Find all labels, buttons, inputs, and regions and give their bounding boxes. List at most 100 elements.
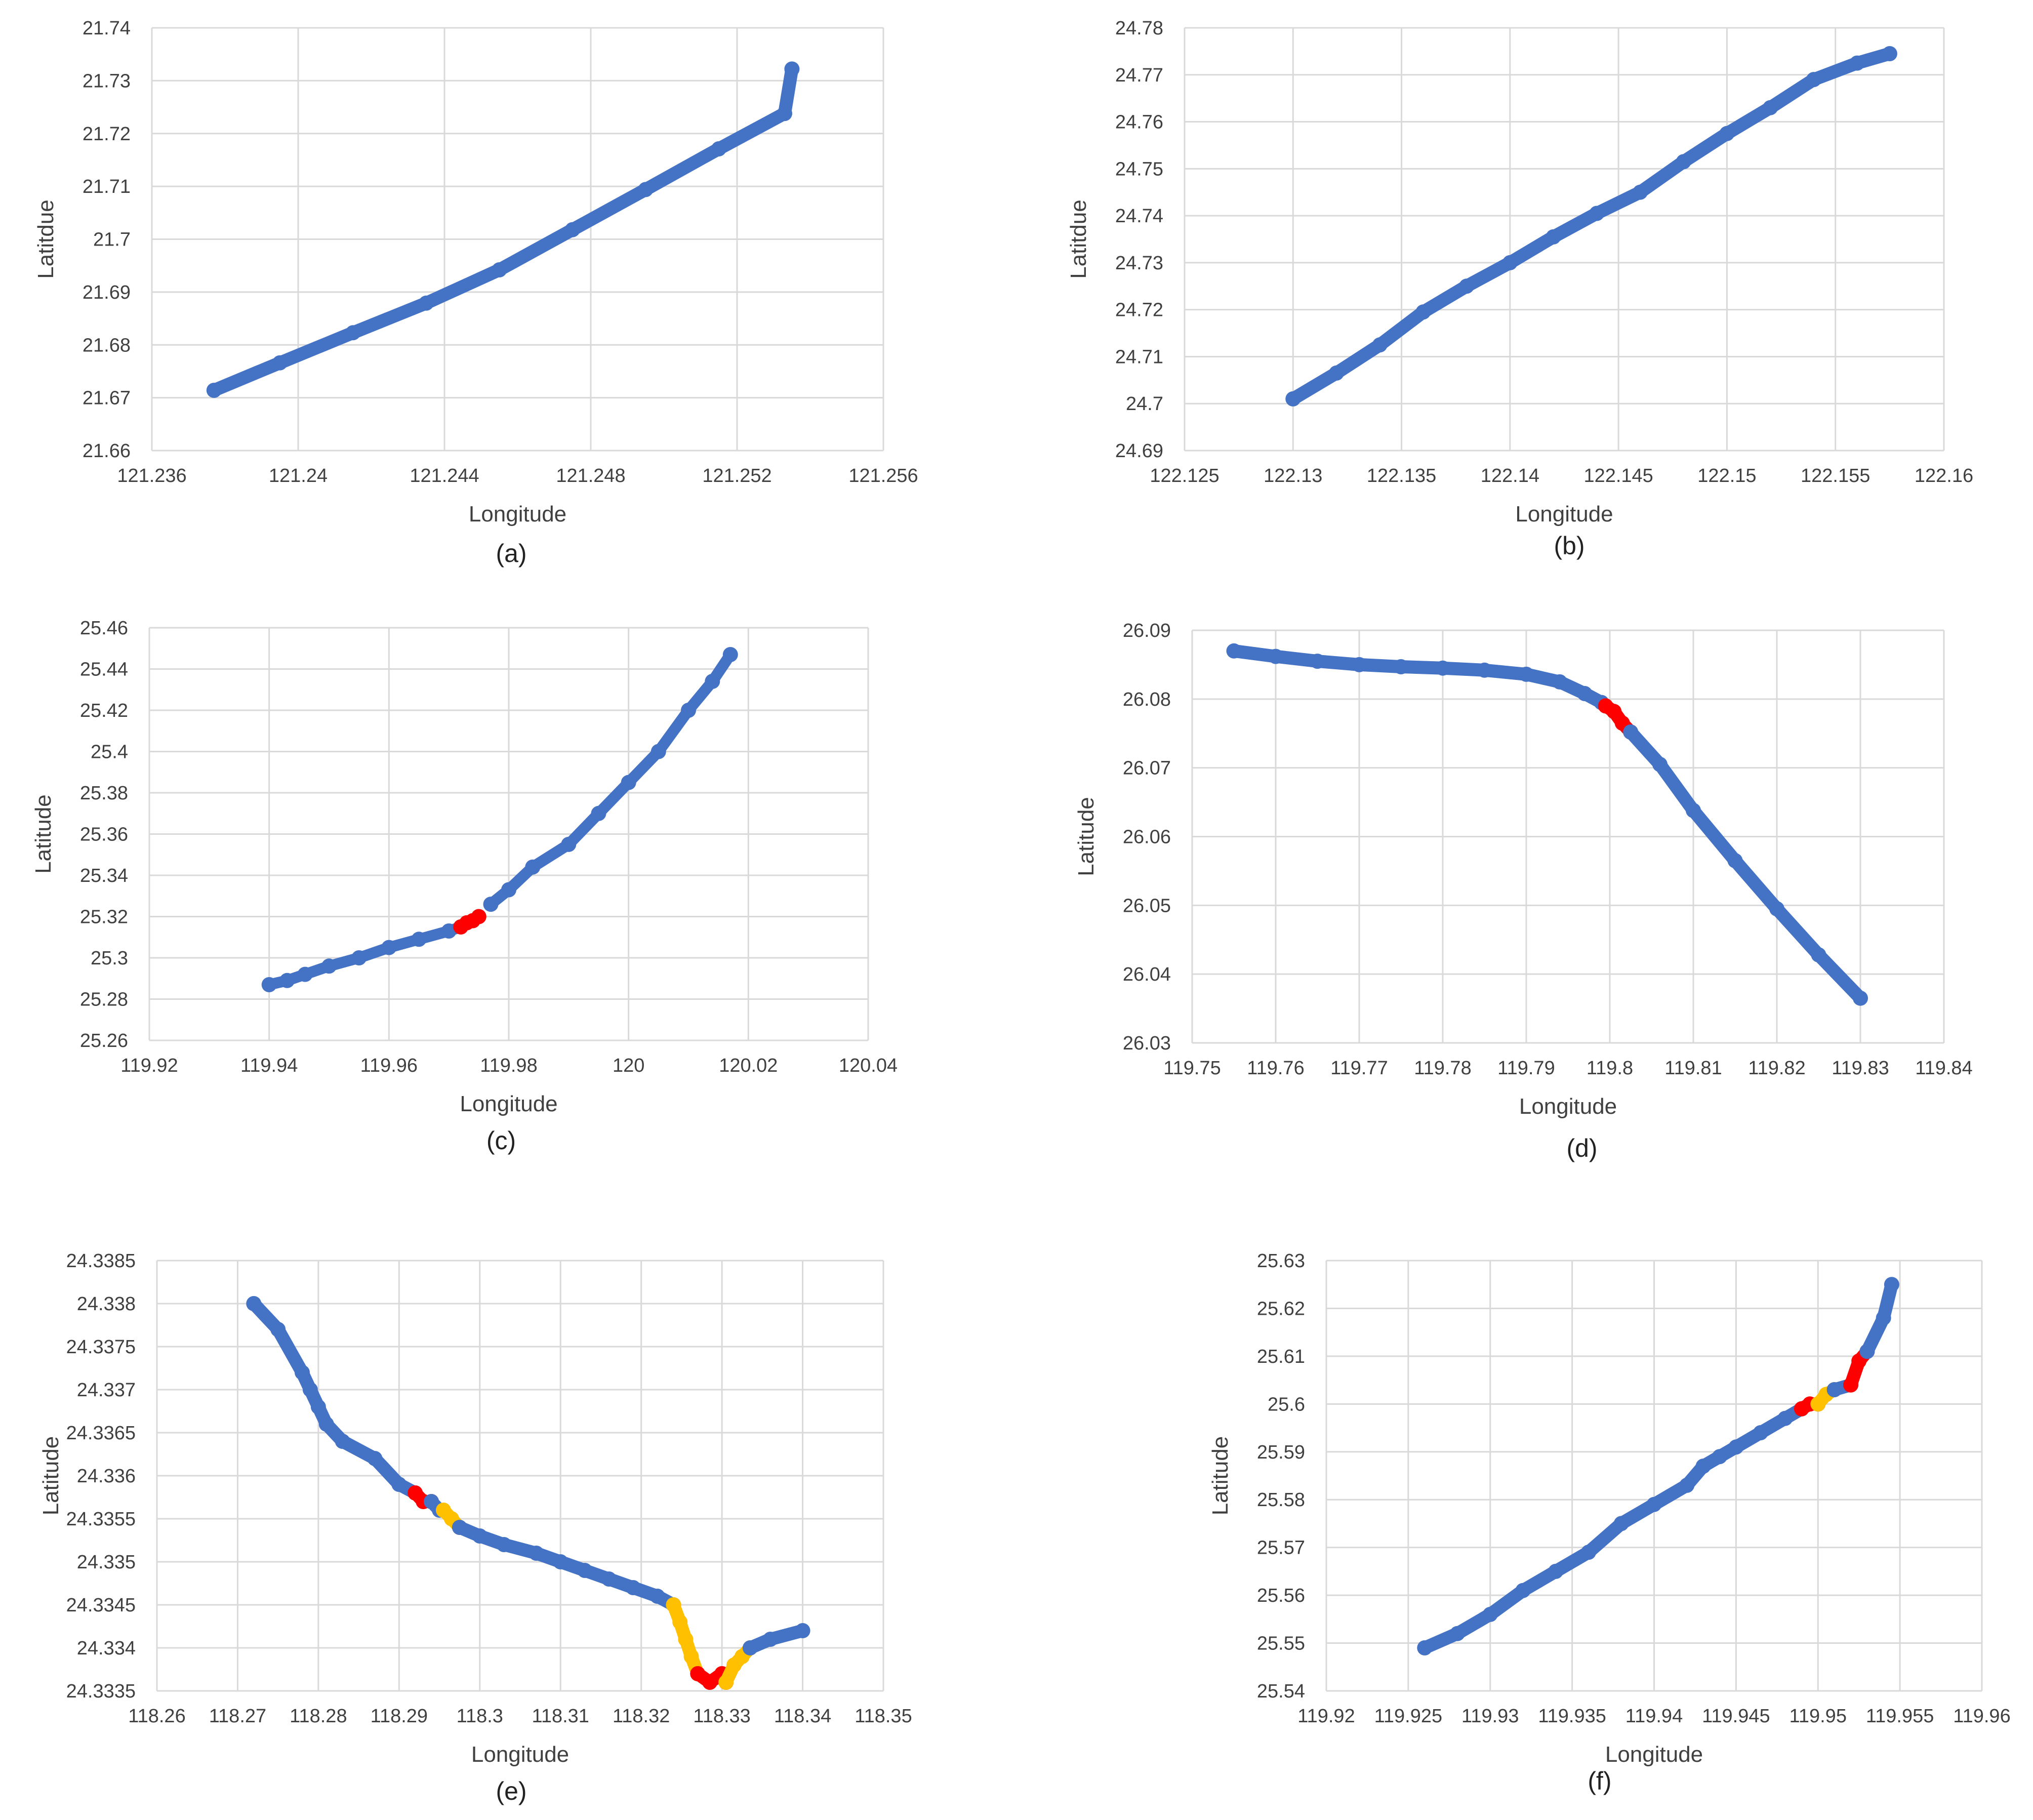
y-tick-label: 24.73 <box>1115 253 1163 274</box>
data-point <box>471 909 486 924</box>
data-point <box>650 744 666 759</box>
y-tick-label: 25.6 <box>1268 1394 1305 1415</box>
x-tick-label: 119.84 <box>1915 1058 1972 1079</box>
data-point <box>1633 184 1648 200</box>
data-series <box>1417 1277 1899 1655</box>
data-series <box>1285 46 1897 407</box>
data-point <box>1679 1477 1695 1493</box>
x-tick-label: 119.96 <box>1953 1706 2010 1727</box>
tick-labels: 118.26 118.27 118.28 118.29 118.3 118.31 118.3… <box>66 1250 912 1727</box>
x-tick-label: 118.3 <box>457 1706 503 1727</box>
x-tick-label: 120.02 <box>719 1055 778 1076</box>
panel-caption: (b) <box>1554 532 1584 560</box>
y-tick-label: 24.75 <box>1115 158 1163 180</box>
y-tick-label: 24.3345 <box>66 1595 136 1616</box>
y-tick-label: 24.3375 <box>66 1337 136 1358</box>
x-tick-label: 119.92 <box>1297 1706 1355 1727</box>
y-tick-label: 21.7 <box>93 229 131 251</box>
x-tick-label: 119.76 <box>1247 1058 1304 1079</box>
data-point <box>391 1477 407 1492</box>
data-point <box>1676 154 1691 170</box>
data-point <box>367 1451 383 1466</box>
data-point <box>1882 46 1897 61</box>
data-point <box>621 775 636 790</box>
x-tick-label: 119.8 <box>1587 1058 1633 1079</box>
data-point <box>762 1632 778 1647</box>
y-tick-label: 21.66 <box>83 440 131 462</box>
panel-c: 119.92 119.94 119.96 119.98 120 120.02 120.04 2… <box>31 618 898 1155</box>
x-tick-label: 122.16 <box>1915 465 1973 487</box>
y-tick-label: 21.69 <box>83 282 131 303</box>
x-tick-label: 119.95 <box>1790 1706 1847 1727</box>
data-point <box>1393 659 1409 674</box>
gridlines <box>1184 27 1945 452</box>
y-tick-label: 25.36 <box>80 824 128 845</box>
x-tick-label: 122.135 <box>1367 465 1436 487</box>
y-tick-label: 25.26 <box>80 1030 128 1051</box>
panel-a: 121.236 121.24 121.244 121.248 121.252 121.25… <box>33 18 918 568</box>
data-point <box>742 1640 758 1655</box>
y-tick-label: 25.54 <box>1257 1681 1305 1702</box>
data-point <box>1329 365 1344 381</box>
y-tick-label: 24.3355 <box>66 1509 136 1530</box>
x-tick-label: 119.935 <box>1538 1706 1606 1727</box>
data-point <box>297 966 313 982</box>
y-tick-label: 24.74 <box>1115 206 1163 227</box>
data-point <box>1546 229 1561 245</box>
data-point <box>777 106 792 122</box>
y-tick-label: 26.05 <box>1123 895 1171 916</box>
tick-labels: 119.92 119.94 119.96 119.98 120 120.02 120.04 2… <box>80 618 898 1076</box>
y-tick-label: 24.69 <box>1115 440 1163 462</box>
data-point <box>690 1666 706 1681</box>
x-tick-label: 119.82 <box>1748 1058 1805 1079</box>
data-point <box>1652 756 1668 772</box>
x-tick-label: 119.77 <box>1330 1058 1388 1079</box>
y-axis-title: Latitude <box>31 794 56 874</box>
y-tick-label: 25.3 <box>91 948 128 969</box>
data-point <box>722 647 738 662</box>
y-tick-label: 24.335 <box>77 1552 136 1573</box>
data-point <box>1477 662 1492 678</box>
series-normal-segment <box>485 649 736 910</box>
data-point <box>683 1649 699 1664</box>
series-normal-segment <box>1418 1402 1808 1654</box>
data-point <box>1777 1410 1793 1426</box>
data-point <box>452 1520 467 1535</box>
panel-caption: (e) <box>496 1777 526 1805</box>
data-point <box>261 977 277 992</box>
data-point <box>1686 802 1701 818</box>
y-tick-label: 25.59 <box>1257 1442 1305 1463</box>
data-point <box>206 383 222 398</box>
x-tick-label: 118.34 <box>774 1706 831 1727</box>
panel-d: 119.75 119.76 119.77 119.78 119.79 119.8 119.8… <box>1074 620 1973 1162</box>
data-point <box>1352 657 1367 672</box>
data-point <box>1548 1563 1564 1579</box>
data-point <box>411 932 427 947</box>
data-point <box>270 1322 286 1337</box>
y-tick-label: 26.07 <box>1123 758 1171 779</box>
data-point <box>1285 391 1301 407</box>
y-tick-label: 21.73 <box>83 70 131 92</box>
y-tick-label: 26.08 <box>1123 689 1171 710</box>
data-point <box>591 805 606 821</box>
y-tick-label: 26.03 <box>1123 1033 1171 1054</box>
y-tick-label: 24.72 <box>1115 300 1163 321</box>
data-point <box>601 1571 617 1587</box>
y-tick-label: 24.338 <box>77 1293 136 1315</box>
data-point <box>577 1563 593 1578</box>
panel-caption: (a) <box>496 539 526 568</box>
y-tick-label: 24.76 <box>1115 112 1163 133</box>
x-axis-title: Longitude <box>471 1742 569 1767</box>
y-tick-label: 25.55 <box>1257 1633 1305 1654</box>
y-tick-label: 25.62 <box>1257 1298 1305 1319</box>
data-point <box>1712 1449 1727 1465</box>
data-point <box>525 859 541 875</box>
data-point <box>310 1399 326 1414</box>
data-point <box>1226 643 1242 659</box>
x-tick-label: 119.83 <box>1832 1058 1889 1079</box>
x-tick-label: 118.28 <box>290 1706 347 1727</box>
gridlines <box>148 627 869 1041</box>
tick-labels: 119.75 119.76 119.77 119.78 119.79 119.8 119.8… <box>1123 620 1973 1079</box>
y-tick-label: 25.63 <box>1257 1250 1305 1272</box>
data-point <box>345 325 361 341</box>
